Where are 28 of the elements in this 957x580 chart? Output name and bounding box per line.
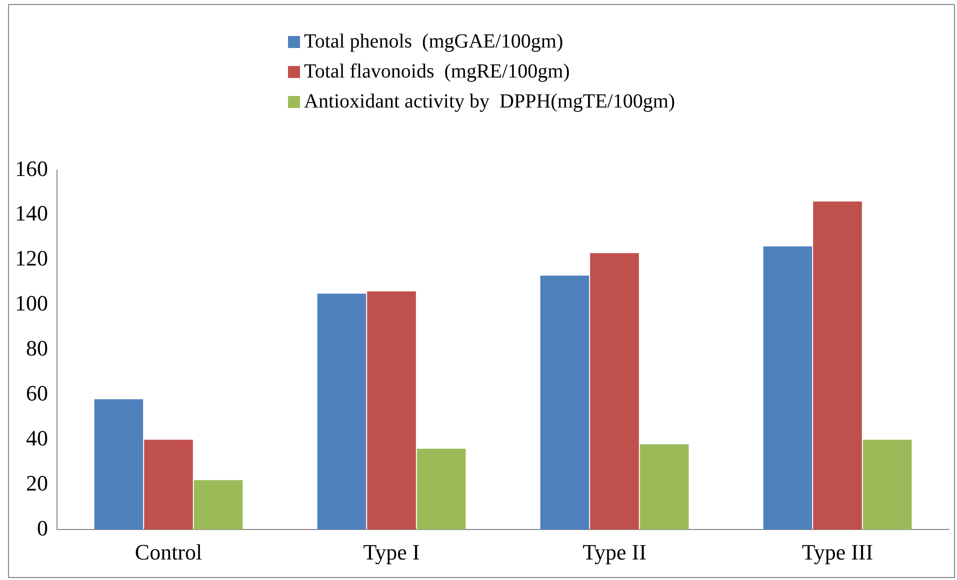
x-tick-label: Control xyxy=(134,540,202,565)
bar xyxy=(94,399,144,530)
bar xyxy=(813,201,862,530)
legend-label: Antioxidant activity by DPPH(mgTE/100gm) xyxy=(304,90,676,112)
y-tick-label: 20 xyxy=(26,470,48,496)
x-tick-label: Type II xyxy=(582,540,646,565)
legend-label: Total phenols (mgGAE/100gm) xyxy=(304,30,564,52)
y-tick-label: 140 xyxy=(15,200,48,226)
bar xyxy=(590,253,639,530)
y-tick-label: 40 xyxy=(26,425,48,450)
y-tick-label: 120 xyxy=(15,246,48,271)
y-tick-label: 100 xyxy=(15,290,48,316)
bar xyxy=(367,291,416,530)
legend-label: Total flavonoids (mgRE/100gm) xyxy=(304,60,570,82)
y-tick-label: 0 xyxy=(37,515,48,540)
x-tick-label: Type I xyxy=(363,540,420,565)
y-tick-label: 80 xyxy=(26,336,48,361)
bar xyxy=(540,276,590,530)
bar xyxy=(640,444,689,530)
bar xyxy=(194,480,243,530)
bar xyxy=(862,440,912,530)
x-tick-label: Type III xyxy=(802,540,874,565)
bar xyxy=(763,246,812,530)
bar xyxy=(317,294,366,530)
y-tick-label: 160 xyxy=(15,156,48,181)
y-tick-label: 60 xyxy=(26,380,48,406)
bar xyxy=(416,448,466,530)
bar xyxy=(144,440,193,530)
